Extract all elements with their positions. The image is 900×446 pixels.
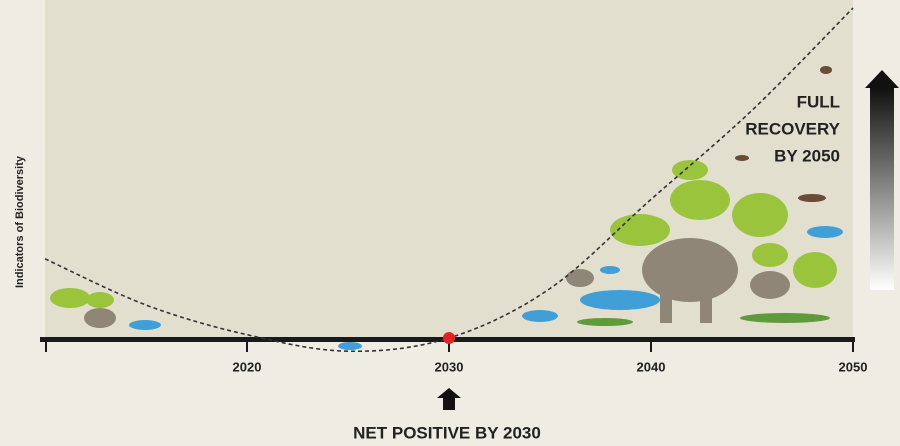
- plot-area: [45, 0, 853, 338]
- x-tick-label: 2020: [233, 359, 262, 374]
- annotation: RECOVERY: [745, 119, 840, 138]
- y-axis-label: Indicators of Biodiversity: [14, 155, 26, 288]
- highlight-point: [443, 332, 455, 344]
- x-tick-label: 2050: [839, 359, 868, 374]
- trend-line: [44, 7, 854, 353]
- annotation: FULL: [797, 92, 840, 111]
- x-tick-label: 2030: [435, 359, 464, 374]
- annotation: NET POSITIVE BY 2030: [353, 423, 541, 442]
- wildlife-illustration: [50, 66, 843, 350]
- x-tick-label: 2040: [637, 359, 666, 374]
- up-arrow: [437, 388, 461, 410]
- annotation: BY 2050: [774, 146, 840, 165]
- scale-arrow: [870, 88, 894, 290]
- scale-arrow-head: [865, 70, 899, 88]
